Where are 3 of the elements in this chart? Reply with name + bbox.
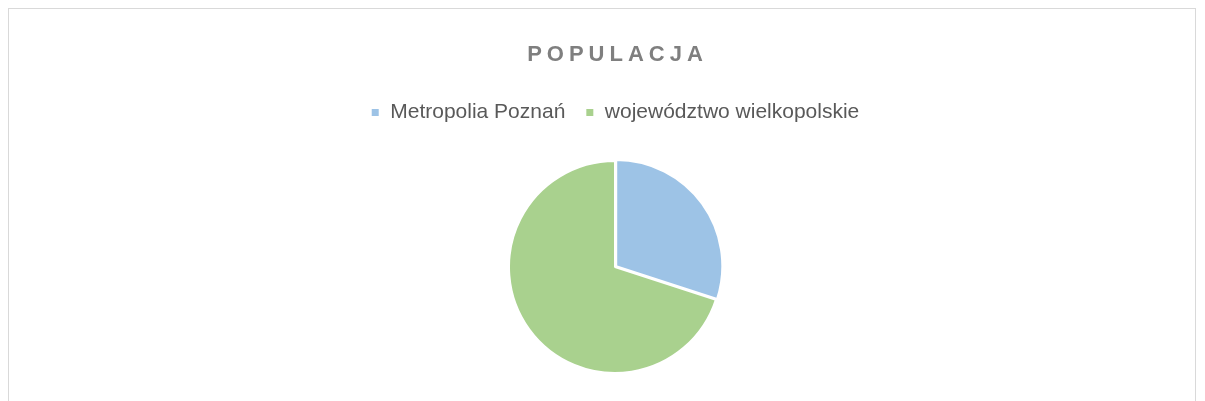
legend-label: Metropolia Poznań: [390, 99, 566, 123]
chart-title: POPULACJA: [527, 41, 708, 67]
legend-label: województwo wielkopolskie: [603, 99, 860, 123]
